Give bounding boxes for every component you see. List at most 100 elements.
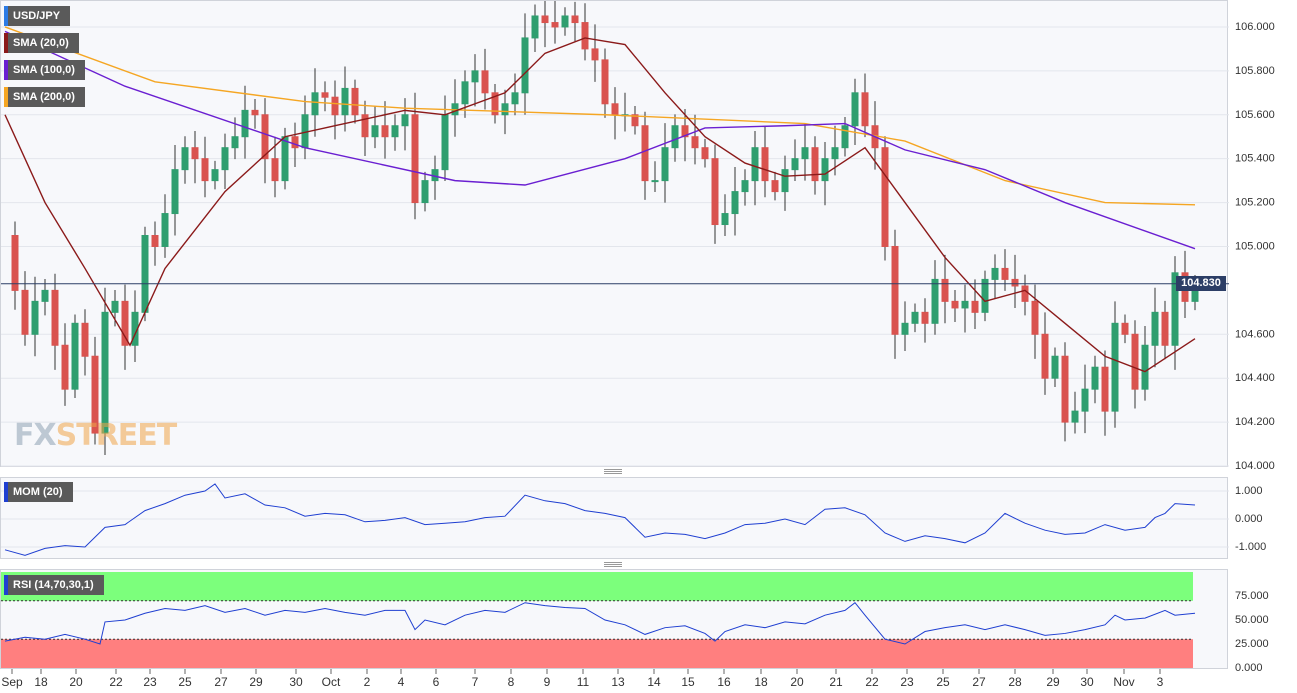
candle-body — [351, 87, 359, 116]
candle-body — [991, 267, 999, 280]
candle-body — [41, 289, 49, 302]
x-tick-label: 30 — [1080, 675, 1094, 689]
rsi-panel[interactable] — [0, 569, 1228, 669]
price-chart-panel[interactable] — [0, 0, 1229, 467]
candle-body — [161, 213, 169, 247]
candle-body — [391, 125, 399, 138]
resize-handle-price[interactable] — [604, 469, 622, 474]
mom-line — [4, 483, 1196, 556]
x-tick-label: 15 — [681, 675, 695, 689]
candle-body — [651, 180, 659, 183]
candle-body — [681, 125, 689, 138]
legend-sma200[interactable]: SMA (200,0) — [4, 87, 85, 107]
candle-body — [1001, 267, 1009, 280]
momentum-chart[interactable] — [1, 478, 1297, 560]
candle-body — [1091, 366, 1099, 390]
candle-body — [271, 158, 279, 182]
x-tick-label: 23 — [143, 675, 157, 689]
candle-body — [691, 136, 699, 149]
candle-body — [1141, 344, 1149, 390]
candle-body — [951, 300, 959, 309]
candle-body — [601, 59, 609, 105]
candle-body — [561, 15, 569, 28]
candle-body — [881, 147, 889, 247]
sma100-line — [4, 30, 1196, 250]
candle-body — [531, 15, 539, 39]
candle-body — [191, 147, 199, 160]
x-tick-label: 11 — [577, 675, 590, 689]
rsi-oversold-zone — [1, 639, 1193, 668]
price-chart[interactable] — [1, 1, 1297, 468]
candle-body — [461, 81, 469, 105]
x-tick-label: 27 — [972, 675, 986, 689]
x-tick-label: 16 — [717, 675, 731, 689]
candle-body — [811, 147, 819, 182]
x-tick-label: 22 — [865, 675, 879, 689]
legend-sma20[interactable]: SMA (20,0) — [4, 33, 79, 53]
x-tick-label: 4 — [398, 675, 405, 689]
legend-symbol[interactable]: USD/JPY — [4, 6, 71, 26]
candle-body — [1131, 333, 1139, 390]
candle-body — [771, 180, 779, 193]
candle-body — [1081, 388, 1089, 412]
x-tick-label: 14 — [647, 675, 661, 689]
legend-rsi[interactable]: RSI (14,70,30,1) — [4, 575, 104, 595]
candle-body — [921, 311, 929, 324]
last-price-tag: 104.830 — [1176, 275, 1226, 291]
candle-body — [1071, 410, 1079, 423]
candle-body — [331, 96, 339, 116]
candle-body — [471, 70, 479, 83]
x-tick-label: 25 — [936, 675, 950, 689]
candle-body — [381, 125, 389, 138]
candle-body — [1111, 322, 1119, 412]
candle-body — [981, 278, 989, 313]
candle-body — [21, 289, 29, 335]
legend-sma100[interactable]: SMA (100,0) — [4, 60, 85, 80]
candle-body — [111, 300, 119, 313]
candle-body — [931, 278, 939, 324]
candle-body — [751, 147, 759, 182]
candle-body — [861, 92, 869, 127]
rsi-line — [4, 602, 1196, 645]
candle-body — [1161, 311, 1169, 346]
candle-body — [731, 191, 739, 215]
candle-body — [281, 136, 289, 182]
x-tick-label: 29 — [249, 675, 263, 689]
x-tick-label: Oct — [322, 675, 341, 689]
candle-body — [31, 300, 39, 335]
candle-body — [791, 158, 799, 171]
candle-body — [91, 355, 99, 434]
candle-body — [121, 300, 129, 346]
x-tick-label: 27 — [214, 675, 228, 689]
legend-mom[interactable]: MOM (20) — [4, 482, 73, 502]
x-tick-label: 2 — [364, 675, 371, 689]
candle-body — [911, 311, 919, 324]
candle-body — [941, 278, 949, 302]
candle-body — [61, 344, 69, 390]
candle-body — [1061, 355, 1069, 423]
resize-handle-mom[interactable] — [604, 562, 622, 567]
rsi-chart[interactable] — [1, 570, 1297, 670]
candle-body — [411, 114, 419, 204]
candle-body — [501, 103, 509, 116]
x-tick-label: 23 — [900, 675, 914, 689]
x-tick-label: 21 — [829, 675, 843, 689]
momentum-panel[interactable] — [0, 477, 1229, 559]
candle-body — [401, 114, 409, 127]
candle-body — [611, 103, 619, 116]
x-tick-label: Sep — [1, 675, 23, 689]
candle-body — [291, 136, 299, 149]
candle-body — [341, 87, 349, 116]
candle-body — [1021, 285, 1029, 302]
candle-body — [581, 22, 589, 50]
candle-body — [641, 125, 649, 182]
candle-body — [261, 114, 269, 160]
x-tick-label: 3 — [1157, 675, 1164, 689]
x-tick-label: 20 — [69, 675, 83, 689]
candle-body — [1031, 300, 1039, 335]
rsi-overbought-zone — [1, 572, 1193, 601]
candle-body — [81, 322, 89, 357]
candle-body — [851, 92, 859, 127]
candle-body — [221, 147, 229, 171]
candle-body — [891, 245, 899, 335]
